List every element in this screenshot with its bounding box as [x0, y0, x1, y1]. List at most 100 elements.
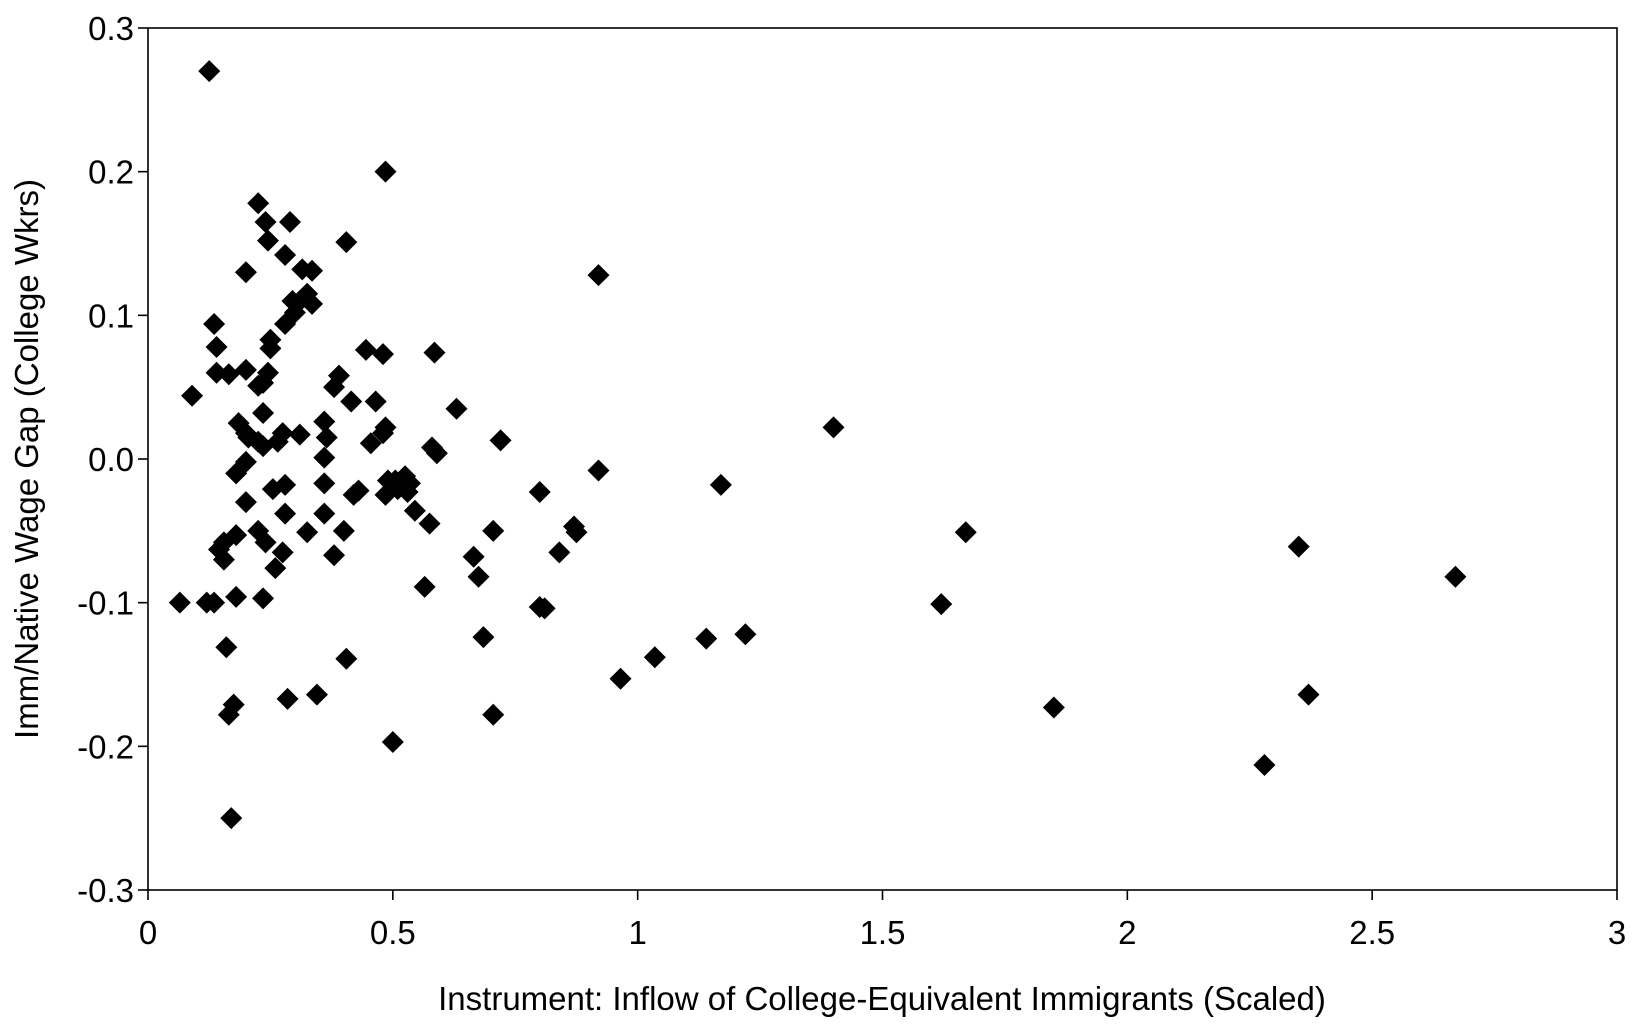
data-point [247, 192, 270, 215]
data-point [1297, 683, 1320, 706]
data-point [225, 585, 248, 608]
data-point [954, 521, 977, 544]
data-point [181, 384, 204, 407]
x-axis-title: Instrument: Inflow of College-Equivalent… [438, 980, 1326, 1017]
x-tick-label: 0.5 [370, 914, 416, 951]
data-point [445, 397, 468, 420]
data-point [340, 390, 363, 413]
data-point [217, 363, 240, 386]
data-point [323, 376, 346, 399]
y-tick-label: 0.2 [88, 154, 134, 191]
y-tick-label: -0.2 [77, 728, 134, 765]
data-point [279, 210, 302, 233]
data-point [342, 483, 365, 506]
data-point [288, 423, 311, 446]
data-point [168, 591, 191, 614]
data-point [203, 312, 226, 335]
data-point [301, 292, 324, 315]
data-point [565, 521, 588, 544]
data-point [220, 807, 243, 830]
data-point [259, 337, 282, 360]
data-point [734, 623, 757, 646]
data-point [313, 502, 336, 525]
data-point [709, 473, 732, 496]
data-point [332, 519, 355, 542]
data-point [372, 422, 395, 445]
data-point [217, 703, 240, 726]
data-point [198, 60, 221, 83]
data-point [930, 593, 953, 616]
data-point [423, 341, 446, 364]
data-point [256, 229, 279, 252]
y-tick-label: -0.1 [77, 585, 134, 622]
data-point [467, 565, 490, 588]
data-point [418, 512, 441, 535]
data-point [234, 358, 257, 381]
data-point [425, 442, 448, 465]
data-point [1042, 696, 1065, 719]
data-point [587, 459, 610, 482]
data-point [587, 264, 610, 287]
y-axis: -0.3 -0.2 -0.1 0.0 0.1 0.2 0.3 [77, 10, 148, 909]
data-point [374, 160, 397, 183]
data-point [212, 548, 235, 571]
data-point [274, 243, 297, 266]
data-point [252, 402, 275, 425]
data-point [695, 627, 718, 650]
data-point [274, 502, 297, 525]
x-tick-label: 2 [1118, 914, 1136, 951]
data-point [225, 462, 248, 485]
data-point [301, 259, 324, 282]
data-point [413, 575, 436, 598]
data-point [313, 472, 336, 495]
data-point [482, 519, 505, 542]
x-tick-label: 0 [139, 914, 157, 951]
y-tick-label: 0.1 [88, 297, 134, 334]
data-point [274, 312, 297, 335]
data-point [548, 541, 571, 564]
data-point [335, 231, 358, 254]
x-tick-label: 1.5 [860, 914, 906, 951]
data-point [472, 626, 495, 649]
data-point [315, 426, 338, 449]
y-tick-label: -0.3 [77, 872, 134, 909]
plot-area [147, 27, 1618, 891]
data-point [215, 636, 238, 659]
data-point [528, 481, 551, 504]
data-point [372, 343, 395, 366]
data-point [234, 491, 257, 514]
data-point [313, 446, 336, 469]
data-point [396, 481, 419, 504]
data-point [1253, 754, 1276, 777]
data-point [254, 210, 277, 233]
data-point [403, 499, 426, 522]
data-point [252, 587, 275, 610]
data-point [374, 483, 397, 506]
data-point [234, 261, 257, 284]
data-point [482, 703, 505, 726]
data-point [261, 478, 284, 501]
data-point [203, 591, 226, 614]
data-point [489, 429, 512, 452]
data-point [533, 597, 556, 620]
x-tick-label: 2.5 [1349, 914, 1395, 951]
data-point [354, 338, 377, 361]
y-tick-label: 0.0 [88, 441, 134, 478]
x-axis: 0 0.5 1 1.5 2 2.5 3 [139, 890, 1626, 951]
data-point [264, 557, 287, 580]
data-point [276, 687, 299, 710]
data-points [168, 60, 1467, 830]
data-point [247, 374, 270, 397]
data-point [254, 531, 277, 554]
y-tick-label: 0.3 [88, 10, 134, 47]
data-point [271, 541, 294, 564]
data-point [609, 667, 632, 690]
x-tick-label: 1 [628, 914, 646, 951]
data-point [296, 521, 319, 544]
data-point [381, 731, 404, 754]
x-tick-label: 3 [1608, 914, 1626, 951]
data-point [252, 435, 275, 458]
data-point [313, 410, 336, 433]
data-point [364, 390, 387, 413]
